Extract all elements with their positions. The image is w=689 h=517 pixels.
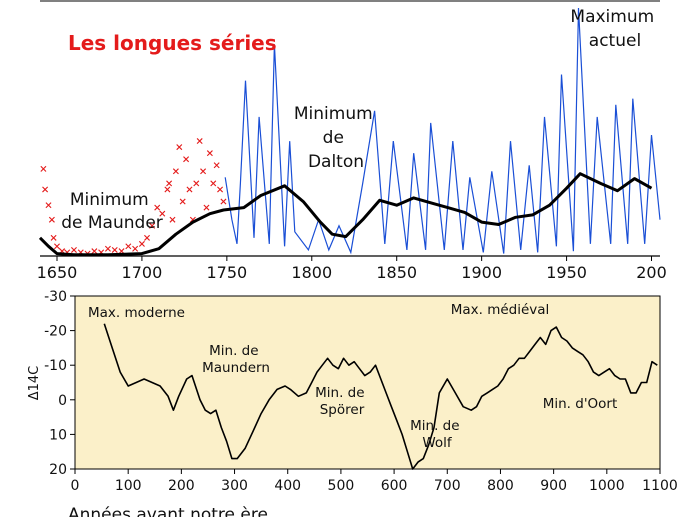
bottom-x-ticks: 0 100 200 300 400 500 600 700 800 900 1000 1100 — [71, 469, 678, 494]
early-observation-point — [132, 245, 139, 252]
bottom-x-tick-label: 100 — [115, 478, 142, 494]
bottom-x-tick-label: 800 — [487, 478, 514, 494]
delta14c-series — [103, 323, 658, 470]
annotation-maunder-line1: Minimum — [70, 190, 149, 210]
bottom-y-label: Δ14C — [27, 366, 42, 401]
annotation-dalton: Minimum de Dalton — [294, 104, 378, 172]
bottom-y-tick-label: -10 — [44, 358, 67, 374]
early-observation-point — [159, 210, 166, 217]
early-observation-point — [149, 222, 156, 229]
early-observation-point — [172, 168, 179, 175]
bottom-x-tick-label: 700 — [434, 478, 461, 494]
smoothed-sunspot-line — [38, 172, 653, 257]
bottom-x-tick-label: 600 — [381, 478, 408, 494]
bottom-x-label: Années avant notre ère — [68, 505, 268, 517]
annotation-min-oort: Min. d'Oort — [543, 396, 618, 412]
annotation-min-maundern: Min. de Maundern — [202, 343, 270, 376]
early-observation-point — [220, 198, 227, 205]
annotation-min-sporer-line2: Spörer — [320, 402, 365, 418]
annotation-min-maundern-line1: Min. de — [209, 343, 258, 359]
top-chart-title: Les longues séries — [68, 31, 277, 55]
bottom-y-tick-label: 0 — [58, 393, 67, 409]
bottom-x-tick-label: 200 — [168, 478, 195, 494]
radiocarbon-chart: -30 -20 -10 0 10 20 0 100 200 300 400 500 600 700 800… — [27, 289, 678, 517]
early-observation-point — [111, 246, 118, 253]
monthly-sunspot-line — [224, 7, 661, 255]
delta14c-line — [103, 323, 658, 470]
annotation-dalton-line3: Dalton — [308, 152, 364, 172]
top-x-ticks: 1650 1700 1750 1800 1850 1900 1950 200 — [37, 256, 667, 282]
early-observation-point — [138, 240, 145, 247]
smoothed-sunspot-series — [38, 172, 653, 257]
early-observation-point — [206, 150, 213, 157]
early-observation-point — [154, 204, 161, 211]
early-observation-point — [144, 234, 151, 241]
annotation-min-sporer-line1: Min. de — [315, 385, 364, 401]
annotation-dalton-line1: Minimum — [294, 104, 373, 124]
early-observation-point — [50, 234, 57, 241]
early-observation-point — [125, 243, 132, 250]
top-x-tick-label: 200 — [636, 263, 667, 282]
early-observation-point — [40, 165, 47, 172]
bottom-x-tick-label: 1000 — [589, 478, 625, 494]
early-observation-point — [213, 162, 220, 169]
sunspot-chart: 1650 1700 1750 1800 1850 1900 1950 200 Les long… — [37, 0, 667, 282]
early-observation-point — [200, 168, 207, 175]
bottom-x-tick-label: 1100 — [642, 478, 678, 494]
bottom-y-ticks: -30 -20 -10 0 10 20 — [44, 289, 75, 478]
early-observation-point — [45, 202, 52, 209]
bottom-y-tick-label: 20 — [49, 462, 67, 478]
top-x-tick-label: 1650 — [37, 263, 78, 282]
early-observation-point — [164, 186, 171, 193]
early-observation-point — [183, 156, 190, 163]
top-x-tick-label: 1750 — [206, 263, 247, 282]
annotation-min-sporer: Min. de Spörer — [315, 385, 369, 418]
bottom-x-tick-label: 400 — [274, 478, 301, 494]
early-observation-point — [196, 138, 203, 145]
early-observation-point — [48, 216, 55, 223]
bottom-y-tick-label: 10 — [49, 427, 67, 443]
plot-background — [74, 295, 661, 470]
bottom-y-tick-label: -20 — [44, 324, 67, 340]
bottom-y-tick-label: -30 — [44, 289, 67, 305]
monthly-sunspot-series — [224, 7, 661, 255]
early-observation-point — [179, 198, 186, 205]
annotation-min-wolf-line2: Wolf — [422, 435, 453, 451]
bottom-x-tick-label: 300 — [221, 478, 248, 494]
annotation-maximum: Maximum actuel — [570, 7, 659, 51]
annotation-maunder: Minimum de Maunder — [61, 190, 163, 233]
annotation-maunder-line2: de Maunder — [61, 213, 163, 233]
annotation-min-wolf: Min. de Wolf — [410, 418, 464, 451]
early-observation-point — [42, 186, 49, 193]
early-observation-point — [169, 216, 176, 223]
early-observation-point — [203, 204, 210, 211]
early-observation-point — [70, 246, 77, 253]
top-x-tick-label: 1950 — [546, 263, 587, 282]
top-x-tick-label: 1850 — [376, 263, 417, 282]
early-observation-point — [91, 248, 98, 255]
bottom-x-tick-label: 900 — [540, 478, 567, 494]
early-observation-point — [176, 144, 183, 151]
early-observation-point — [53, 243, 60, 250]
early-observation-point — [210, 180, 217, 187]
bottom-x-tick-label: 0 — [71, 478, 80, 494]
early-observation-point — [186, 186, 193, 193]
annotation-maximum-line2: actuel — [589, 31, 641, 51]
top-x-tick-label: 1900 — [461, 263, 502, 282]
early-observation-point — [217, 186, 224, 193]
top-x-tick-label: 1700 — [122, 263, 163, 282]
bottom-x-tick-label: 500 — [328, 478, 355, 494]
annotation-min-wolf-line1: Min. de — [410, 418, 459, 434]
annotation-maximum-line1: Maximum — [570, 7, 654, 27]
top-x-tick-label: 1800 — [291, 263, 332, 282]
early-observation-point — [193, 180, 200, 187]
early-observation-point — [166, 180, 173, 187]
annotation-min-maundern-line2: Maundern — [202, 360, 270, 376]
annotation-max-moderne: Max. moderne — [88, 305, 185, 321]
early-observation-point — [104, 245, 111, 252]
annotation-dalton-line2: de — [323, 128, 344, 148]
annotation-max-medieval: Max. médiéval — [451, 302, 550, 318]
